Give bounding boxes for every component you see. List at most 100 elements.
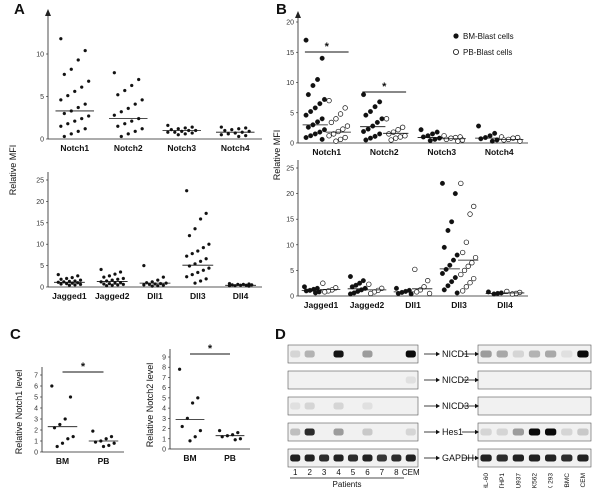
lane-label-right: CEM [580,473,587,487]
data-point [326,133,332,139]
data-point [370,123,376,129]
blot-strip [477,396,592,416]
data-point [62,72,66,77]
blot-band [333,454,344,462]
y-tick-label: 5 [290,110,294,117]
chart-a-top: 0 5 10 Relative MFI Notch1 Notch2 Notch3 Notch4 [8,9,262,195]
data-point [366,281,372,287]
data-point [104,437,108,441]
blot-band [528,428,541,436]
y-tick-label: 15 [286,50,294,57]
data-point [357,280,363,286]
data-point [320,280,326,286]
data-point [112,113,116,117]
data-point [188,439,192,443]
data-point [196,249,200,253]
data-point [190,131,194,135]
data-point [427,138,433,144]
x-category-label: BM [183,453,196,463]
data-point [204,211,208,216]
data-point [430,131,435,137]
blot-band [496,454,508,462]
data-point [55,444,59,449]
data-point [190,125,194,129]
data-point [104,284,109,288]
data-point [123,88,127,93]
x-category-label: PB [98,456,110,466]
y-tick-label: 20 [286,191,294,198]
data-point [62,134,66,139]
data-point [227,284,232,288]
data-point [439,180,445,186]
data-point [315,119,320,125]
data-point [432,136,438,142]
y-axis-arrow [45,9,51,16]
patients-label: Patients [333,480,362,488]
y-tick-label: 5 [40,94,44,101]
data-point [449,279,455,285]
blot-strip [287,370,419,390]
data-point [121,276,125,281]
lane-label-left: 6 [365,468,370,477]
data-point [360,278,366,284]
blot-band [496,350,508,358]
data-point [123,122,127,126]
data-point [443,266,449,272]
blot-band [405,376,416,384]
lane-label-right: PBMC [564,473,571,488]
blot-band [405,350,416,358]
blot-band [376,454,387,462]
data-point [368,135,373,141]
data-point [337,111,344,117]
data-point [237,134,241,139]
data-point [59,37,63,41]
y-tick-label: 6 [162,385,166,392]
data-point [66,94,70,98]
blot-band [290,428,301,436]
data-point [400,124,406,130]
data-point [393,285,399,291]
x-category-label: Notch3 [167,143,196,153]
y-tick-label: 20 [286,20,294,27]
data-point [342,134,348,141]
data-point [317,129,323,135]
data-point [487,133,493,139]
row-label-nicd1: NICD1 [442,349,469,359]
lane-label-left: 8 [394,468,399,477]
blot-band [391,454,402,462]
blot-band [480,454,492,462]
data-point [116,283,120,287]
data-point [426,290,433,297]
data-point [305,124,311,130]
data-point [223,128,227,133]
data-point [333,138,339,144]
data-point [244,126,248,130]
data-point [363,112,369,118]
blot-band [304,454,315,462]
data-point [198,259,203,263]
y-tick-label: 25 [36,178,44,185]
data-point [379,116,385,122]
data-point [116,124,120,128]
data-point [113,272,117,276]
data-point [63,417,67,421]
y-tick-label: 1 [162,436,166,443]
data-point [177,367,182,371]
blot-band [362,428,373,436]
blot-band [290,350,301,358]
data-point [363,137,369,143]
data-point [230,127,234,132]
data-point [91,429,95,433]
data-point [471,275,477,282]
y-axis-label: Relative Notch2 level [145,363,155,448]
data-point [73,89,77,94]
data-point [342,105,348,111]
data-point [140,98,144,102]
row-arrow-right-head [475,351,479,357]
y-tick-label: 7 [162,375,166,382]
data-point [183,132,187,136]
data-point [161,275,165,279]
lane-label-left: 3 [322,468,327,477]
data-point [226,132,230,136]
data-point [238,437,243,441]
